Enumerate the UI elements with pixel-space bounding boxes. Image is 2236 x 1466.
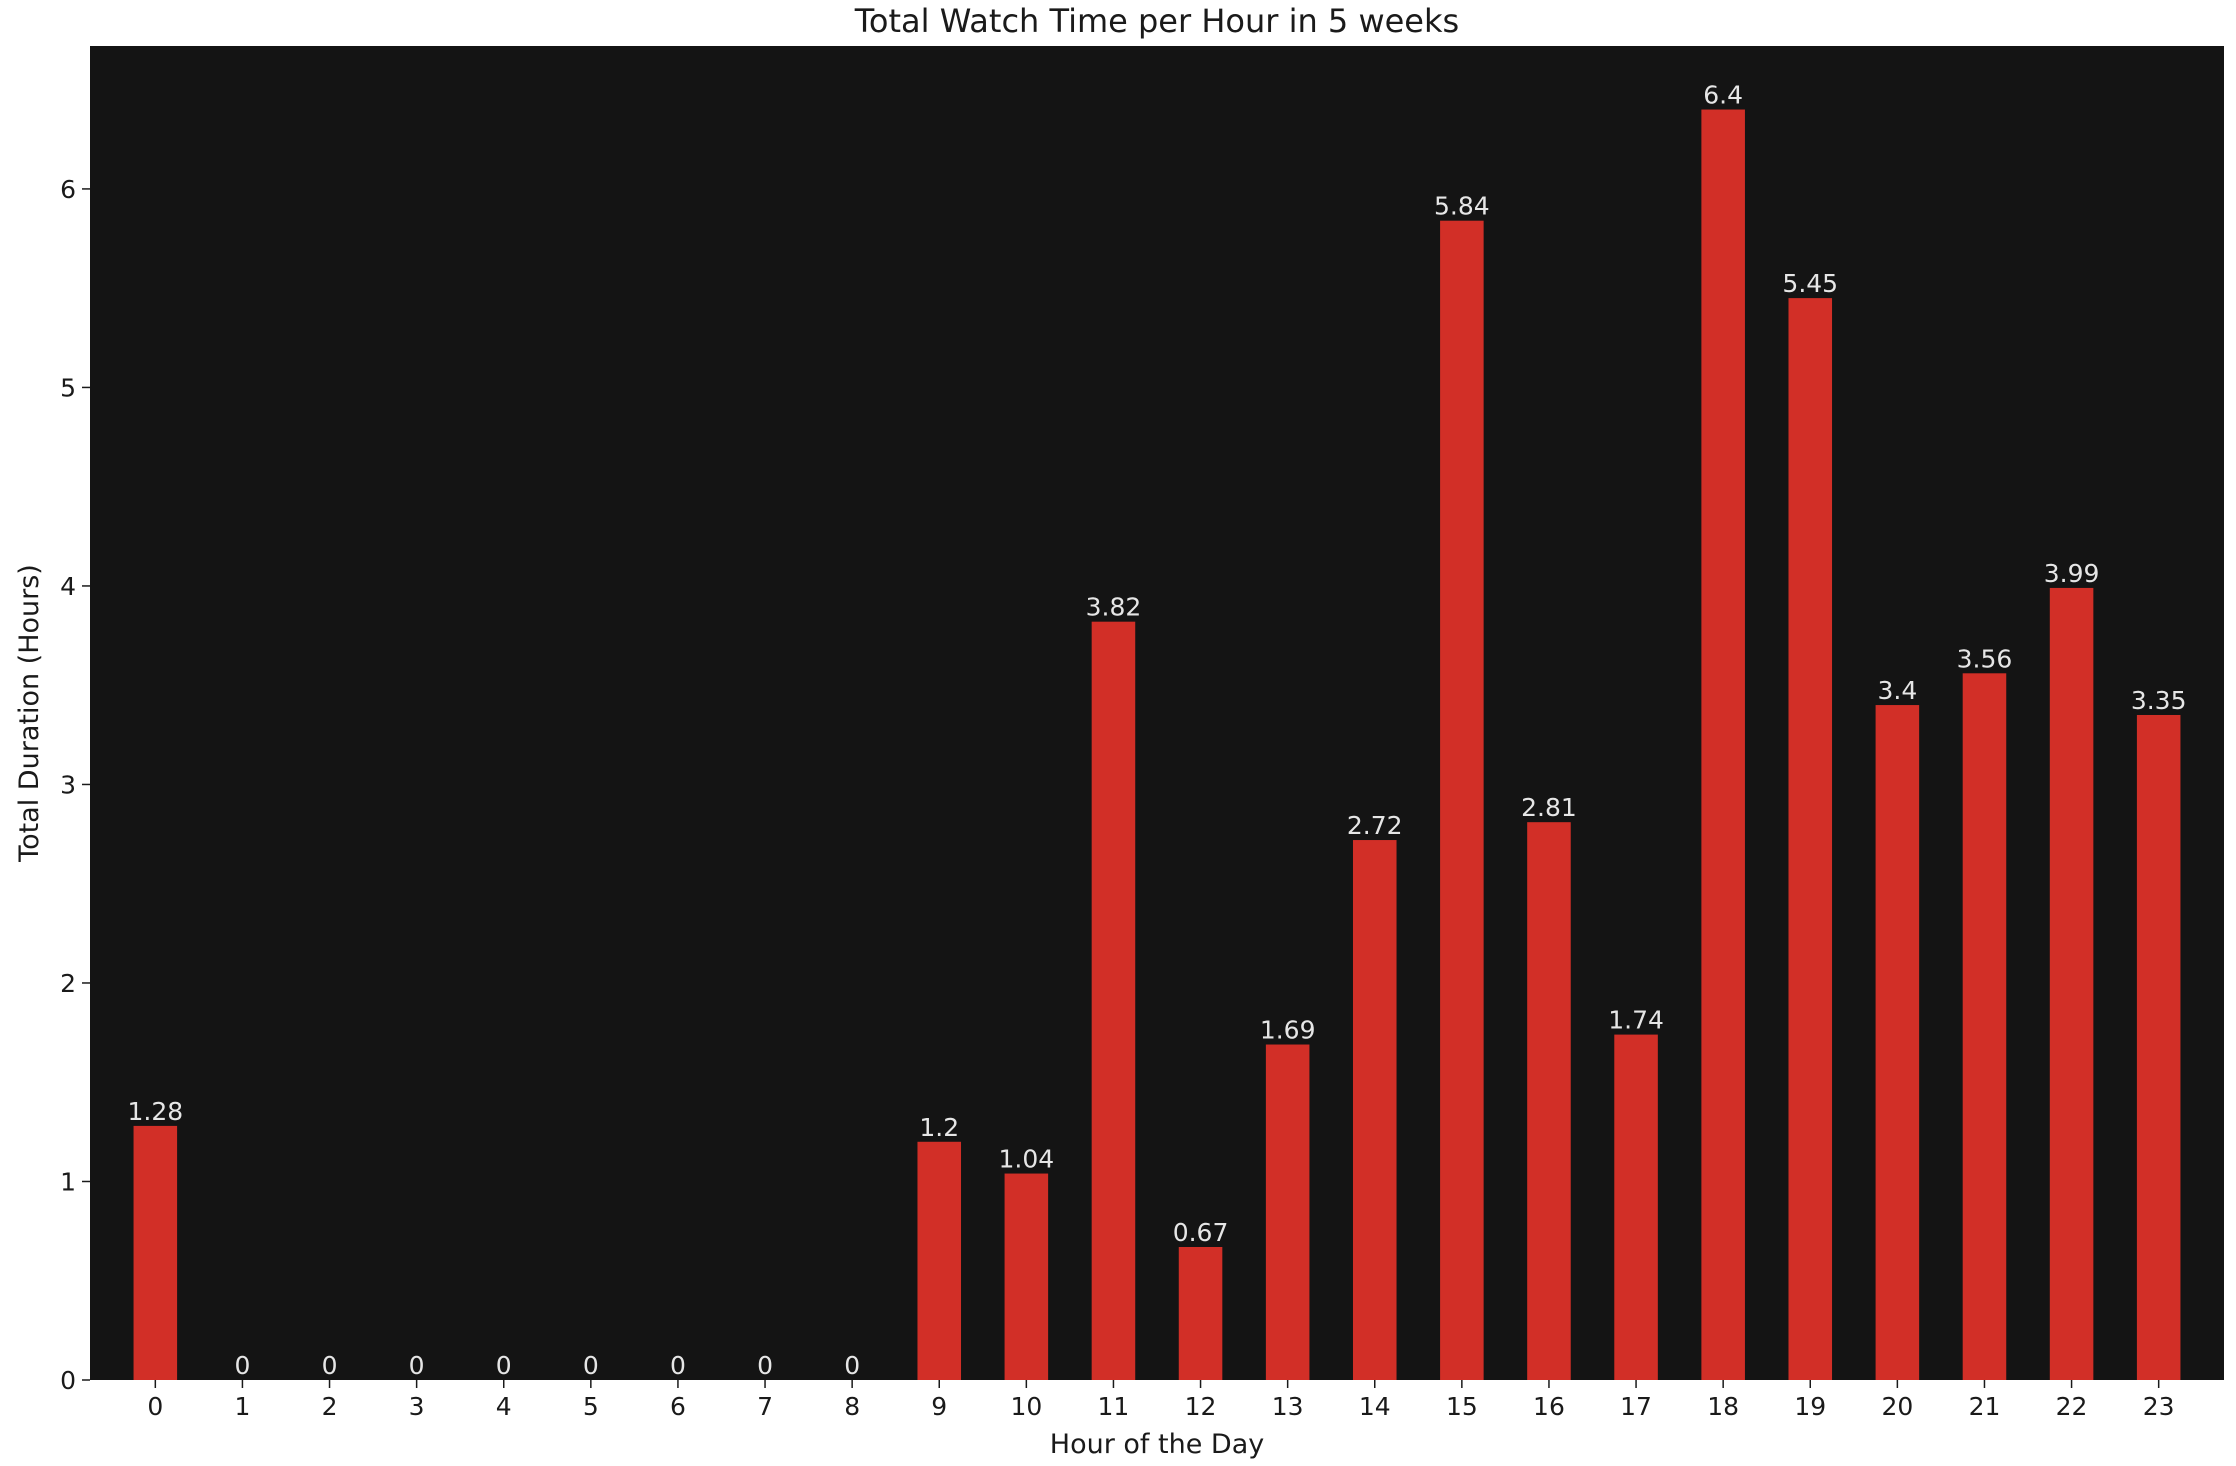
x-tick-label-13: 13 xyxy=(1272,1392,1304,1421)
y-tick-label-3: 3 xyxy=(60,770,76,799)
bar-hour-23 xyxy=(2136,714,2181,1380)
data-label-hour-9: 1.2 xyxy=(919,1113,959,1142)
bar-hour-17 xyxy=(1614,1034,1658,1380)
bars-group xyxy=(133,109,2181,1381)
x-tick-label-23: 23 xyxy=(2143,1392,2175,1421)
y-tick-label-0: 0 xyxy=(60,1366,76,1395)
x-tick-label-0: 0 xyxy=(147,1392,163,1421)
data-label-hour-7: 0 xyxy=(757,1351,773,1380)
y-tick-label-5: 5 xyxy=(60,373,76,402)
bar-hour-19 xyxy=(1788,298,1833,1380)
chart-title: Total Watch Time per Hour in 5 weeks xyxy=(854,2,1459,40)
data-label-hour-19: 5.45 xyxy=(1782,269,1838,298)
x-tick-label-9: 9 xyxy=(931,1392,947,1421)
bar-hour-21 xyxy=(1962,673,2007,1380)
data-label-hour-11: 3.82 xyxy=(1086,593,1142,622)
x-tick-label-12: 12 xyxy=(1185,1392,1217,1421)
x-tick-label-19: 19 xyxy=(1794,1392,1826,1421)
data-label-hour-15: 5.84 xyxy=(1434,192,1490,221)
bar-hour-13 xyxy=(1265,1044,1310,1380)
y-tick-label-6: 6 xyxy=(60,175,76,204)
bar-hour-10 xyxy=(1004,1173,1049,1380)
x-tick-label-3: 3 xyxy=(409,1392,425,1421)
data-label-hour-21: 3.56 xyxy=(1957,644,2013,673)
data-label-hour-18: 6.4 xyxy=(1703,81,1743,110)
bar-hour-18 xyxy=(1701,109,1745,1381)
data-label-hour-22: 3.99 xyxy=(2044,559,2100,588)
x-tick-label-7: 7 xyxy=(757,1392,773,1421)
bar-hour-14 xyxy=(1352,840,1397,1380)
x-tick-label-2: 2 xyxy=(322,1392,338,1421)
y-tick-label-4: 4 xyxy=(60,572,76,601)
data-label-hour-14: 2.72 xyxy=(1347,811,1403,840)
bar-hour-22 xyxy=(2049,587,2094,1380)
x-tick-label-5: 5 xyxy=(583,1392,599,1421)
data-label-hour-13: 1.69 xyxy=(1260,1016,1316,1045)
x-tick-label-17: 17 xyxy=(1620,1392,1652,1421)
data-label-hour-0: 1.28 xyxy=(127,1097,183,1126)
data-label-hour-12: 0.67 xyxy=(1173,1218,1229,1247)
x-tick-label-6: 6 xyxy=(670,1392,686,1421)
x-tick-label-20: 20 xyxy=(1881,1392,1913,1421)
data-label-hour-6: 0 xyxy=(670,1351,686,1380)
bar-hour-12 xyxy=(1178,1246,1223,1380)
data-label-hour-5: 0 xyxy=(583,1351,599,1380)
x-tick-label-10: 10 xyxy=(1010,1392,1042,1421)
data-label-hour-4: 0 xyxy=(496,1351,512,1380)
x-tick-label-1: 1 xyxy=(234,1392,250,1421)
x-tick-label-8: 8 xyxy=(844,1392,860,1421)
x-tick-label-16: 16 xyxy=(1533,1392,1565,1421)
data-label-hour-20: 3.4 xyxy=(1877,676,1917,705)
data-labels-group: 1.28 0 0 0 0 0 0 0 0 1.2 1.04 3.82 0.67 1.69 2.72 5.84 2… xyxy=(127,81,2186,1380)
bar-hour-9 xyxy=(917,1141,962,1380)
x-tick-label-22: 22 xyxy=(2056,1392,2088,1421)
data-label-hour-16: 2.81 xyxy=(1521,793,1577,822)
y-axis: 0 1 2 3 4 5 6 xyxy=(60,175,90,1395)
x-tick-label-18: 18 xyxy=(1707,1392,1739,1421)
data-label-hour-23: 3.35 xyxy=(2131,686,2187,715)
x-tick-label-14: 14 xyxy=(1359,1392,1391,1421)
data-label-hour-8: 0 xyxy=(844,1351,860,1380)
y-tick-label-1: 1 xyxy=(60,1167,76,1196)
x-tick-label-11: 11 xyxy=(1098,1392,1130,1421)
data-label-hour-10: 1.04 xyxy=(999,1145,1055,1174)
x-tick-label-21: 21 xyxy=(1969,1392,2001,1421)
y-tick-label-2: 2 xyxy=(60,969,76,998)
bar-hour-0 xyxy=(133,1125,178,1380)
data-label-hour-17: 1.74 xyxy=(1608,1006,1664,1035)
plot-area xyxy=(90,46,2224,1380)
data-label-hour-2: 0 xyxy=(322,1351,338,1380)
data-label-hour-3: 0 xyxy=(409,1351,425,1380)
x-axis-label: Hour of the Day xyxy=(1050,1429,1264,1460)
data-label-hour-1: 0 xyxy=(234,1351,250,1380)
x-axis: 0 1 2 3 4 5 6 7 8 9 10 11 12 13 14 15 16 17 18 19 20 21 22 23 xyxy=(147,1380,2175,1421)
bar-hour-11 xyxy=(1091,621,1136,1380)
bar-hour-20 xyxy=(1875,705,1920,1380)
y-axis-label: Total Duration (Hours) xyxy=(14,564,45,863)
bar-hour-16 xyxy=(1527,822,1571,1380)
x-tick-label-4: 4 xyxy=(496,1392,512,1421)
x-tick-label-15: 15 xyxy=(1446,1392,1478,1421)
bar-hour-15 xyxy=(1440,220,1484,1381)
